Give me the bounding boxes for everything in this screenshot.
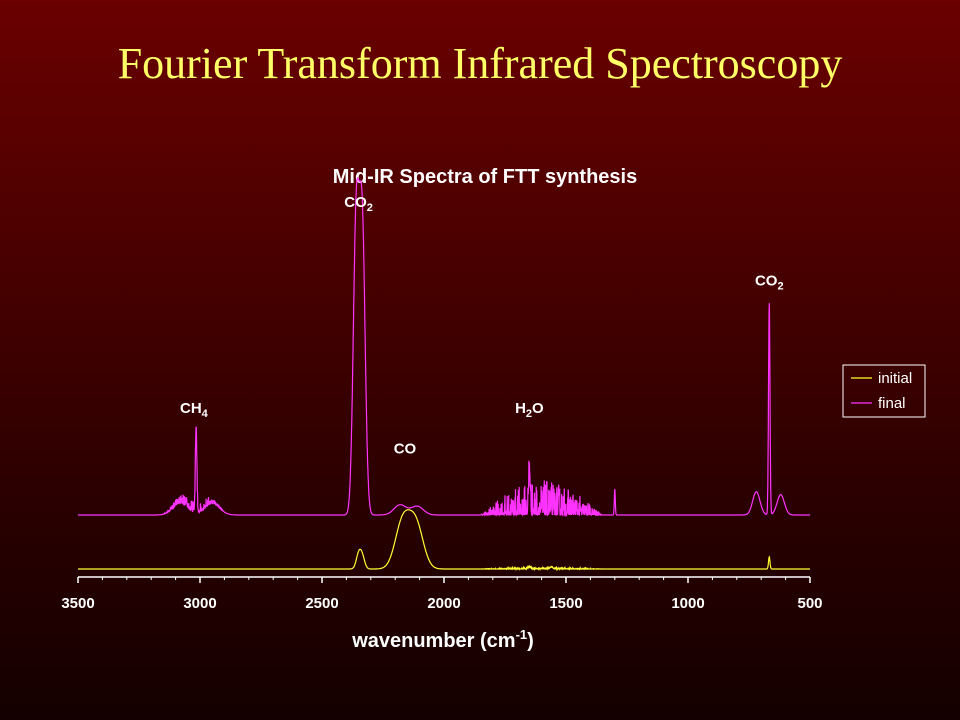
annotation-co2: CO2 bbox=[344, 194, 373, 214]
series-final-line bbox=[78, 177, 810, 518]
peak-annotations: CO2 CO2 CH4 H2O CO bbox=[180, 194, 784, 458]
x-axis-label: wavenumber (cm-1) bbox=[351, 627, 534, 652]
x-tick-label-2500: 2500 bbox=[305, 595, 338, 612]
x-tick-label-3500: 3500 bbox=[61, 595, 94, 612]
annotation-co: CO bbox=[394, 441, 417, 458]
legend-label-initial: initial bbox=[878, 370, 912, 387]
chart-title: Mid-IR Spectra of FTT synthesis bbox=[333, 166, 637, 188]
plot-area bbox=[78, 177, 810, 572]
x-tick-label-500: 500 bbox=[797, 595, 822, 612]
x-tick-label-1500: 1500 bbox=[549, 595, 582, 612]
series-initial-line bbox=[78, 509, 810, 572]
x-tick-label-2000: 2000 bbox=[427, 595, 460, 612]
legend-label-final: final bbox=[878, 395, 906, 412]
annotation-h2o: H2O bbox=[515, 400, 544, 420]
x-tick-label-1000: 1000 bbox=[671, 595, 704, 612]
legend-box bbox=[842, 364, 926, 418]
annotation-co2: CO2 bbox=[755, 272, 784, 292]
slide-title: Fourier Transform Infrared Spectroscopy bbox=[117, 39, 843, 88]
x-axis: 3500 3000 2500 2000 1500 1000 500 bbox=[61, 576, 823, 612]
legend: initial final bbox=[842, 364, 926, 418]
x-tick-label-3000: 3000 bbox=[183, 595, 216, 612]
annotation-ch4: CH4 bbox=[180, 400, 209, 420]
